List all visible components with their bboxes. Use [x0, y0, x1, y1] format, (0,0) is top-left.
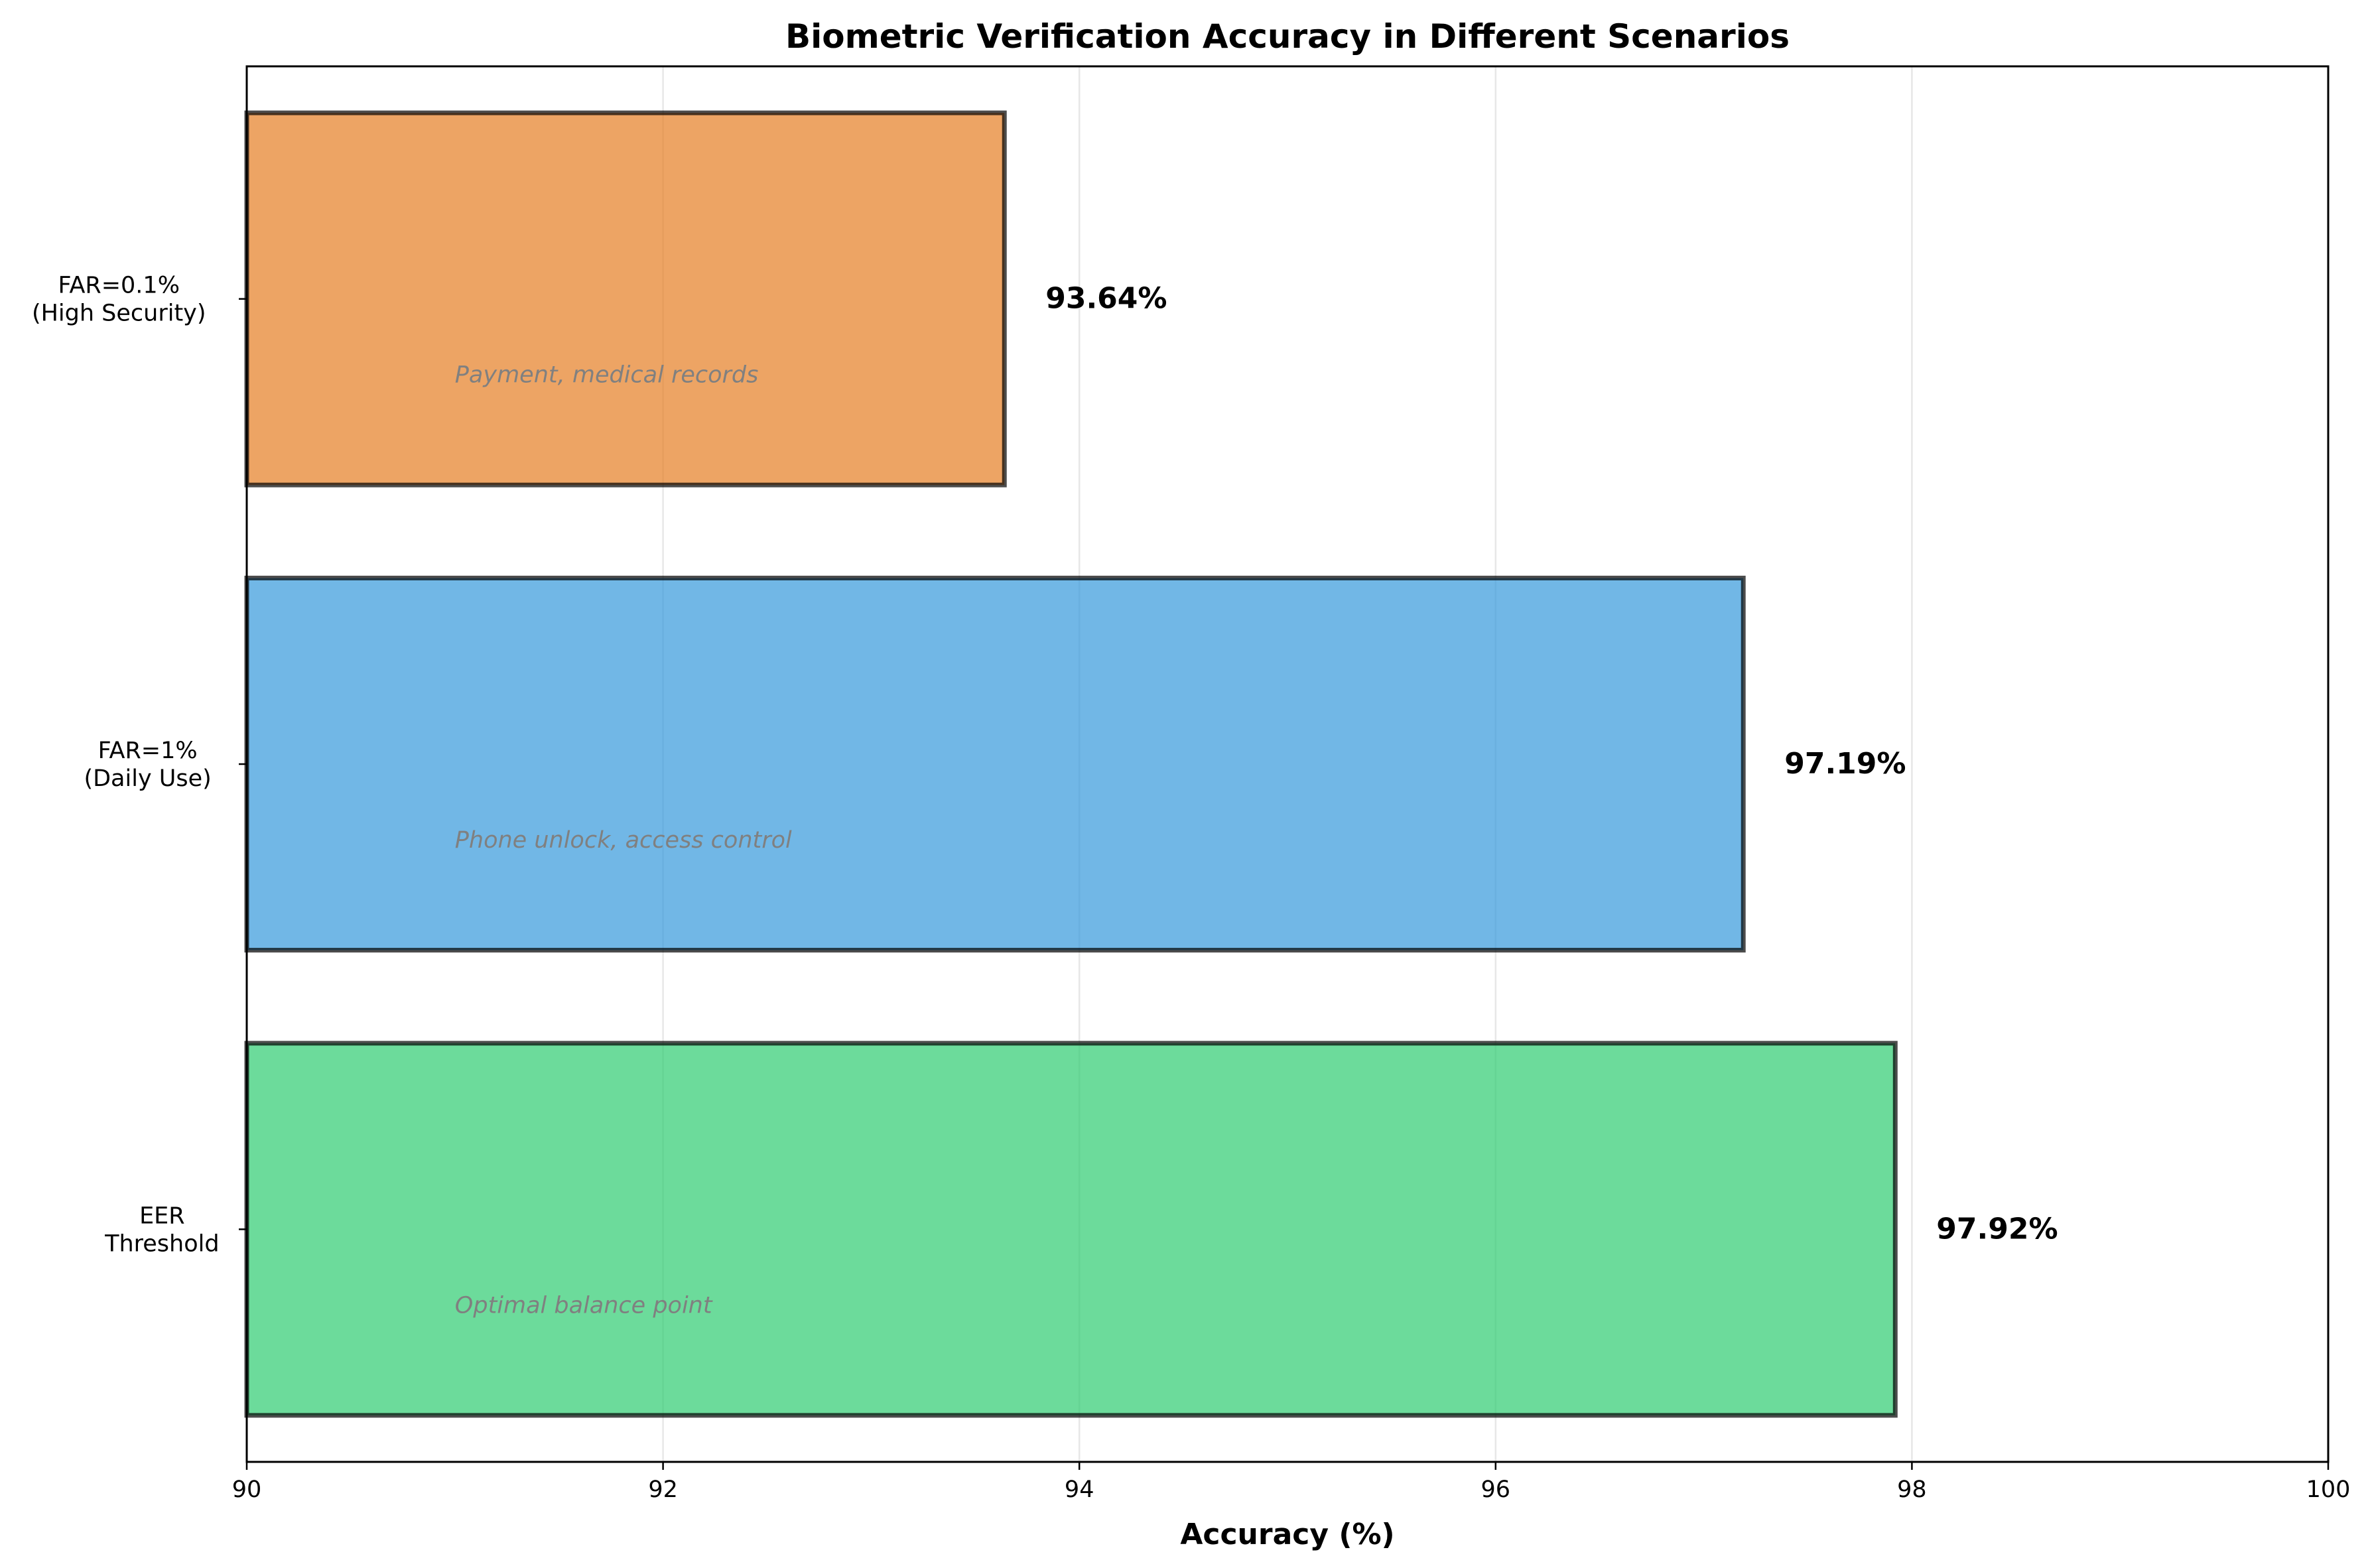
x-tick-label: 98 [1897, 1476, 1927, 1503]
x-tick-label: 90 [232, 1476, 262, 1503]
category-label: FAR=0.1% [58, 273, 180, 299]
x-tick-label: 94 [1065, 1476, 1094, 1503]
bar [244, 1041, 1898, 1418]
scenario-note: Optimal balance point [455, 1292, 713, 1319]
x-tick-label: 96 [1481, 1476, 1511, 1503]
bar [244, 110, 1007, 488]
value-label: 97.92% [1936, 1212, 2058, 1246]
category-label: EER [139, 1203, 185, 1229]
chart-title: Biometric Verification Accuracy in Diffe… [785, 17, 1790, 56]
bars [244, 110, 1898, 1418]
category-label: FAR=1% [98, 738, 198, 764]
value-label: 93.64% [1045, 282, 1167, 316]
bar [244, 575, 1746, 953]
category-label: (Daily Use) [84, 765, 211, 792]
scenario-note: Payment, medical records [455, 362, 759, 389]
x-axis-label: Accuracy (%) [1180, 1518, 1394, 1551]
ticks: 90 92 94 96 98 100 [232, 298, 2351, 1503]
category-label: Threshold [104, 1230, 220, 1257]
category-label: (High Security) [32, 300, 206, 327]
labels: FAR=0.1%(High Security) 93.64% Payment, me… [32, 273, 2058, 1319]
x-tick-label: 92 [648, 1476, 678, 1503]
value-label: 97.19% [1784, 747, 1906, 781]
scenario-note: Phone unlock, access control [455, 827, 792, 854]
x-tick-label: 100 [2306, 1476, 2351, 1503]
